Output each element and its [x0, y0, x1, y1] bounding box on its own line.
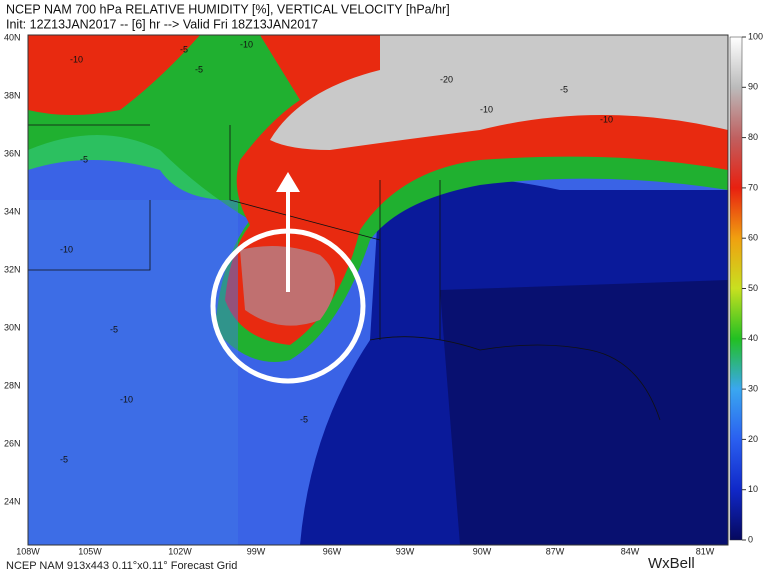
contour-label: -5 [195, 64, 203, 74]
lon-label: 87W [546, 546, 565, 556]
contour-label: -20 [440, 74, 453, 84]
contour-label: -5 [180, 44, 188, 54]
lon-label: 93W [396, 546, 415, 556]
contour-label: -10 [480, 104, 493, 114]
colorbar-label: 10 [748, 484, 758, 494]
contour-label: -5 [110, 324, 118, 334]
lon-label: 96W [323, 546, 342, 556]
logo: WxBell [648, 555, 695, 572]
contour-label: -5 [80, 154, 88, 164]
lat-label: 28N [4, 380, 21, 390]
header-line1: NCEP NAM 700 hPa RELATIVE HUMIDITY [%], … [6, 2, 450, 16]
footer-text: NCEP NAM 913x443 0.11°x0.11° Forecast Gr… [6, 560, 237, 572]
colorbar [729, 36, 743, 541]
lon-label: 108W [16, 546, 40, 556]
colorbar-label: 50 [748, 283, 758, 293]
contour-label: -5 [560, 84, 568, 94]
lon-label: 102W [168, 546, 192, 556]
lon-label: 105W [78, 546, 102, 556]
lat-label: 32N [4, 264, 21, 274]
lon-label: 90W [473, 546, 492, 556]
contour-label: -5 [300, 414, 308, 424]
lat-label: 40N [4, 32, 21, 42]
lat-label: 36N [4, 148, 21, 158]
colorbar-label: 90 [748, 82, 758, 92]
contour-label: -5 [60, 454, 68, 464]
colorbar-label: 40 [748, 333, 758, 343]
contour-label: -10 [120, 394, 133, 404]
colorbar-label: 30 [748, 383, 758, 393]
colorbar-label: 0 [748, 534, 753, 544]
lat-label: 34N [4, 206, 21, 216]
colorbar-label: 80 [748, 132, 758, 142]
lat-label: 24N [4, 496, 21, 506]
colorbar-label: 100 [748, 31, 763, 41]
lat-label: 26N [4, 438, 21, 448]
lon-label: 99W [247, 546, 266, 556]
lat-label: 30N [4, 322, 21, 332]
lon-label: 84W [621, 546, 640, 556]
lat-label: 38N [4, 90, 21, 100]
lon-label: 81W [696, 546, 715, 556]
contour-label: -10 [240, 39, 253, 49]
colorbar-label: 60 [748, 233, 758, 243]
map-field [28, 35, 728, 545]
contour-label: -10 [60, 244, 73, 254]
contour-label: -10 [600, 114, 613, 124]
map-frame [27, 34, 729, 546]
colorbar-label: 70 [748, 182, 758, 192]
colorbar-label: 20 [748, 434, 758, 444]
contour-label: -10 [70, 54, 83, 64]
header-line2: Init: 12Z13JAN2017 -- [6] hr --> Valid F… [6, 17, 318, 31]
